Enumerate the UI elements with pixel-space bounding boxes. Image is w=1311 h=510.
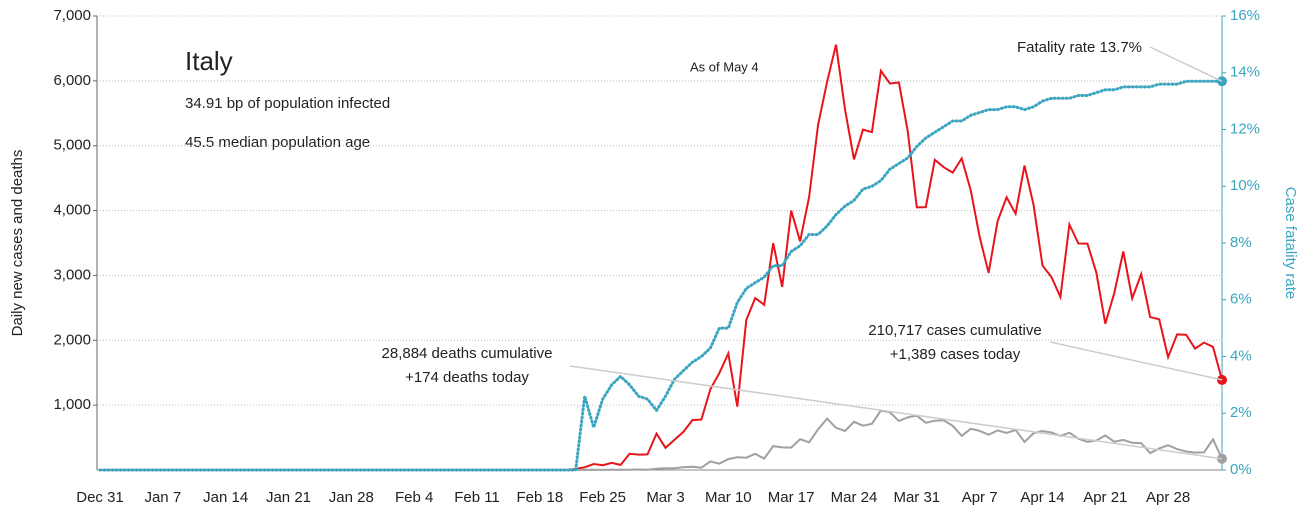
chart-title: Italy bbox=[185, 46, 233, 76]
y2-tick-label: 2% bbox=[1230, 404, 1252, 421]
annotation: Fatality rate 13.7% bbox=[1017, 39, 1142, 56]
x-tick-label: Apr 7 bbox=[962, 489, 998, 506]
y-tick-label: 6,000 bbox=[53, 72, 91, 89]
y2-tick-label: 0% bbox=[1230, 461, 1252, 478]
annotation: As of May 4 bbox=[690, 59, 759, 74]
y-tick-label: 5,000 bbox=[53, 137, 91, 154]
x-tick-label: Jan 28 bbox=[329, 489, 374, 506]
y-tick-label: 4,000 bbox=[53, 202, 91, 219]
x-tick-label: Apr 21 bbox=[1083, 489, 1127, 506]
x-tick-label: Apr 14 bbox=[1020, 489, 1064, 506]
y2-axis-label: Case fatality rate bbox=[1282, 187, 1299, 300]
x-tick-label: Jan 14 bbox=[203, 489, 248, 506]
y2-tick-label: 8% bbox=[1230, 234, 1252, 251]
y2-tick-label: 6% bbox=[1230, 291, 1252, 308]
x-tick-label: Jan 21 bbox=[266, 489, 311, 506]
y-tick-label: 7,000 bbox=[53, 7, 91, 24]
y-axis-label: Daily new cases and deaths bbox=[9, 150, 26, 337]
x-tick-label: Mar 3 bbox=[646, 489, 684, 506]
leader-line bbox=[1049, 341, 1223, 381]
annotation: 45.5 median population age bbox=[185, 134, 370, 151]
y-tick-label: 3,000 bbox=[53, 266, 91, 283]
y2-tick-label: 10% bbox=[1230, 177, 1260, 194]
leader-line bbox=[1149, 46, 1223, 82]
annotation: 34.91 bp of population infected bbox=[185, 95, 390, 112]
x-tick-label: Mar 31 bbox=[893, 489, 940, 506]
x-tick-label: Feb 25 bbox=[579, 489, 626, 506]
y-tick-label: 2,000 bbox=[53, 331, 91, 348]
x-tick-label: Feb 18 bbox=[516, 489, 563, 506]
series-line bbox=[98, 79, 1224, 472]
y2-tick-label: 12% bbox=[1230, 120, 1260, 137]
leader-line bbox=[569, 365, 1223, 460]
y2-tick-label: 14% bbox=[1230, 64, 1260, 81]
x-tick-label: Feb 11 bbox=[454, 489, 500, 506]
y-tick-label: 1,000 bbox=[53, 396, 91, 413]
x-tick-label: Apr 28 bbox=[1146, 489, 1190, 506]
x-tick-label: Jan 7 bbox=[144, 489, 181, 506]
x-tick-label: Mar 10 bbox=[705, 489, 752, 506]
y2-tick-label: 4% bbox=[1230, 347, 1252, 364]
x-tick-label: Mar 17 bbox=[768, 489, 815, 506]
y2-tick-label: 16% bbox=[1230, 7, 1260, 24]
x-tick-label: Dec 31 bbox=[76, 489, 124, 506]
x-tick-label: Mar 24 bbox=[831, 489, 878, 506]
annotation: +174 deaths today bbox=[405, 369, 529, 386]
x-tick-label: Feb 4 bbox=[395, 489, 433, 506]
annotation: +1,389 cases today bbox=[890, 346, 1021, 363]
annotation: 210,717 cases cumulative bbox=[868, 322, 1041, 339]
annotation: 28,884 deaths cumulative bbox=[382, 345, 553, 362]
